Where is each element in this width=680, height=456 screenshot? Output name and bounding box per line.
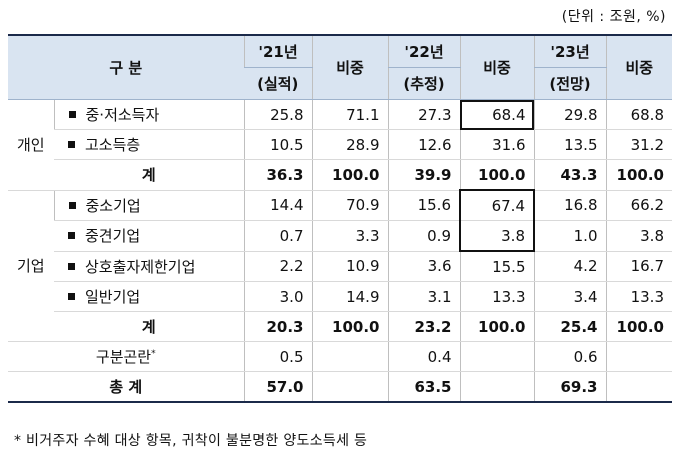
row-label: 총 계 — [8, 371, 244, 403]
share-2021: 10.9 — [311, 251, 388, 282]
share-2023: 68.8 — [605, 99, 672, 130]
share-2023: 31.2 — [605, 129, 672, 160]
row-label: 고소득층 — [85, 136, 141, 154]
subtotal-row: 계 20.3 100.0 23.2 100.0 25.4 100.0 — [8, 311, 672, 342]
share-2021: 100.0 — [311, 159, 388, 191]
value-2021: 20.3 — [243, 311, 312, 342]
header-2022: '22년 — [387, 34, 460, 68]
row-label: 일반기업 — [85, 288, 141, 306]
table-row: 일반기업 3.0 14.9 3.1 13.3 3.4 13.3 — [8, 281, 672, 312]
value-2021: 10.5 — [243, 129, 312, 160]
square-bullet-icon — [68, 262, 75, 270]
value-2022: 3.1 — [387, 281, 460, 312]
share-2021: 100.0 — [311, 311, 388, 342]
square-bullet-icon — [68, 293, 75, 300]
group-individual: 개인 — [8, 99, 54, 191]
share-2021: 3.3 — [311, 220, 388, 252]
value-2023: 1.0 — [533, 220, 606, 252]
value-2021: 3.0 — [243, 281, 312, 312]
footnote: * 비거주자 수혜 대상 항목, 귀착이 불분명한 양도소득세 등 — [14, 433, 368, 449]
value-2022: 23.2 — [387, 311, 460, 342]
share-2023: 100.0 — [605, 311, 672, 342]
header-2021: '21년 — [243, 34, 312, 68]
header-2023-sub: (전망) — [533, 67, 606, 100]
row-label: 중견기업 — [85, 227, 141, 246]
share-2022: 100.0 — [459, 159, 534, 191]
square-bullet-icon — [68, 141, 75, 148]
unit-label: (단위 : 조원, %) — [561, 9, 666, 25]
table-row: 고소득층 10.5 28.9 12.6 31.6 13.5 31.2 — [8, 129, 672, 160]
share-2021: 70.9 — [311, 189, 388, 221]
share-2022: 31.6 — [459, 129, 534, 160]
square-bullet-icon — [68, 232, 75, 240]
value-2022: 3.6 — [387, 251, 460, 282]
table-row: 기업 중소기업 14.4 70.9 15.6 67.4 16.8 66.2 — [8, 189, 672, 342]
value-2023: 43.3 — [533, 159, 606, 191]
table-row: 상호출자제한기업 2.2 10.9 3.6 15.5 4.2 16.7 — [8, 251, 672, 282]
header-share-2021: 비중 — [311, 34, 388, 100]
value-2022: 63.5 — [387, 371, 460, 403]
share-2023: 100.0 — [605, 159, 672, 191]
header-2022-sub: (추정) — [387, 67, 460, 100]
value-2023: 29.8 — [533, 99, 606, 130]
header-row-2: (실적) (추정) (전망) — [8, 67, 672, 100]
square-bullet-icon — [68, 201, 76, 209]
share-2023: 13.3 — [605, 281, 672, 312]
table-row: 개인 중·저소득자 25.8 71.1 27.3 68.4 29.8 68.8 — [8, 99, 672, 191]
value-2023: 4.2 — [533, 251, 606, 282]
value-2023: 16.8 — [533, 189, 606, 221]
share-2023: 16.7 — [605, 251, 672, 282]
group-corporate: 기업 — [8, 189, 54, 342]
table-row: 중견기업 0.7 3.3 0.9 3.8 1.0 3.8 — [8, 220, 672, 252]
value-2021: 14.4 — [243, 189, 312, 221]
share-2021: 28.9 — [311, 129, 388, 160]
value-2022: 39.9 — [387, 159, 460, 191]
share-2023: 66.2 — [605, 189, 672, 221]
value-2023: 0.6 — [533, 341, 606, 372]
value-2021: 0.7 — [243, 220, 312, 252]
row-label: 계 — [54, 159, 244, 191]
tax-expenditure-table: 구 분 '21년 비중 '22년 비중 '23년 비중 (실적) (추정) (전… — [8, 34, 672, 403]
value-2021: 0.5 — [243, 341, 312, 372]
value-2021: 2.2 — [243, 251, 312, 282]
value-2022: 12.6 — [387, 129, 460, 160]
grand-total-row: 총 계 57.0 63.5 69.3 — [8, 371, 672, 403]
value-2023: 69.3 — [533, 371, 606, 403]
share-2022: 13.3 — [459, 281, 534, 312]
row-label: 구분곤란 — [95, 348, 152, 366]
value-2021: 36.3 — [243, 159, 312, 191]
value-2021: 25.8 — [243, 99, 312, 130]
share-2021: 14.9 — [311, 281, 388, 312]
row-label: 중·저소득자 — [85, 106, 160, 124]
value-2023: 3.4 — [533, 281, 606, 312]
header-share-2022: 비중 — [459, 34, 534, 100]
value-2021: 57.0 — [243, 371, 312, 403]
row-label: 중소기업 — [85, 196, 141, 215]
value-2022: 15.6 — [387, 189, 460, 221]
value-2022: 0.9 — [387, 220, 460, 252]
header-2021-sub: (실적) — [244, 67, 312, 100]
share-2022: 100.0 — [459, 311, 534, 342]
unclassified-row: 구분곤란* 0.5 0.4 0.6 — [8, 341, 672, 372]
header-row-1: 구 분 '21년 비중 '22년 비중 '23년 비중 — [8, 34, 672, 100]
value-2023: 13.5 — [533, 129, 606, 160]
header-share-2023: 비중 — [605, 34, 672, 100]
value-2023: 25.4 — [533, 311, 606, 342]
share-2021: 71.1 — [311, 99, 388, 130]
share-2022-highlight: 67.4 — [459, 189, 535, 221]
row-label: 계 — [54, 311, 244, 342]
value-2022: 0.4 — [387, 341, 460, 372]
subtotal-row: 계 36.3 100.0 39.9 100.0 43.3 100.0 — [8, 159, 672, 191]
value-2022: 27.3 — [387, 99, 460, 130]
share-2022-highlight: 68.4 — [459, 99, 534, 130]
header-2023: '23년 — [533, 34, 606, 68]
footnote-mark: * — [151, 349, 156, 359]
square-bullet-icon — [68, 111, 76, 118]
header-category: 구 분 — [8, 34, 244, 100]
row-label: 상호출자제한기업 — [85, 257, 196, 276]
share-2023: 3.8 — [605, 220, 672, 252]
share-2022: 15.5 — [459, 251, 534, 282]
share-2022-highlight: 3.8 — [459, 220, 535, 252]
